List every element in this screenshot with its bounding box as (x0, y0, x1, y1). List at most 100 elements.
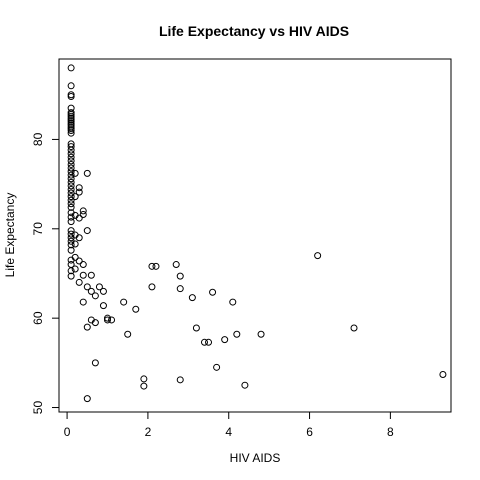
data-point (83, 395, 91, 403)
data-point (67, 241, 75, 249)
data-point (67, 189, 75, 197)
data-point (213, 363, 221, 371)
data-point (205, 338, 213, 346)
data-points (67, 64, 447, 403)
data-point (99, 287, 107, 295)
y-tick-label: 80 (31, 132, 45, 146)
data-point (233, 330, 241, 338)
data-point (83, 227, 91, 235)
data-point (67, 153, 75, 161)
data-point (91, 359, 99, 367)
data-point (67, 175, 75, 183)
data-point (140, 382, 148, 390)
data-point (103, 316, 111, 324)
data-point (75, 234, 83, 242)
data-point (87, 287, 95, 295)
y-axis-label: Life Expectancy (3, 193, 17, 278)
y-tick-label: 70 (31, 222, 45, 236)
data-point (79, 298, 87, 306)
data-point (124, 330, 132, 338)
data-point (140, 375, 148, 383)
data-point (87, 271, 95, 279)
data-point (67, 126, 75, 134)
x-tick-label: 8 (387, 425, 394, 439)
data-point (120, 298, 128, 306)
data-point (257, 330, 265, 338)
data-point (75, 188, 83, 196)
data-point (79, 271, 87, 279)
plot-frame (58, 58, 452, 413)
data-point (439, 370, 447, 378)
x-tick-label: 0 (64, 425, 71, 439)
data-point (67, 196, 75, 204)
data-point (67, 272, 75, 280)
data-point (67, 227, 75, 235)
data-point (108, 316, 116, 324)
x-axis: 0 2 4 6 8 (64, 411, 394, 439)
data-point (71, 265, 79, 273)
data-point (67, 218, 75, 226)
data-point (79, 261, 87, 269)
data-point (67, 93, 75, 101)
data-point (209, 288, 217, 296)
data-point (314, 252, 322, 260)
data-point (75, 278, 83, 286)
data-point (91, 319, 99, 327)
data-point (67, 213, 75, 221)
data-point (99, 302, 107, 310)
data-point (148, 262, 156, 270)
data-point (176, 272, 184, 280)
data-point (91, 292, 99, 300)
data-point (71, 193, 79, 201)
data-point (67, 157, 75, 165)
data-point (71, 169, 79, 177)
data-point (188, 294, 196, 302)
data-point (67, 146, 75, 154)
data-point (67, 178, 75, 186)
data-point (200, 338, 208, 346)
data-point (67, 150, 75, 158)
data-point (75, 214, 83, 222)
data-point (176, 285, 184, 293)
x-tick-label: 4 (225, 425, 232, 439)
data-point (71, 253, 79, 261)
x-tick-label: 6 (306, 425, 313, 439)
x-axis-label: HIV AIDS (230, 451, 281, 465)
data-point (83, 323, 91, 331)
data-point (79, 210, 87, 218)
data-point (176, 376, 184, 384)
data-point (67, 164, 75, 172)
data-point (83, 283, 91, 291)
data-point (148, 283, 156, 291)
y-axis: 50 60 70 80 (31, 132, 60, 415)
x-tick-label: 2 (145, 425, 152, 439)
data-point (79, 207, 87, 215)
data-point (67, 160, 75, 168)
data-point (95, 283, 103, 291)
data-point (67, 193, 75, 201)
data-point (172, 261, 180, 269)
data-point (75, 184, 83, 192)
data-point (67, 267, 75, 275)
data-point (67, 230, 75, 238)
data-point (67, 246, 75, 254)
data-point (83, 169, 91, 177)
data-point (67, 200, 75, 208)
data-point (71, 240, 79, 248)
data-point (67, 171, 75, 179)
data-point (221, 336, 229, 344)
data-point (67, 82, 75, 90)
data-point (75, 257, 83, 265)
data-point (241, 381, 249, 389)
y-tick-label: 50 (31, 401, 45, 415)
data-point (152, 262, 160, 270)
y-tick-label: 60 (31, 311, 45, 325)
data-point (67, 129, 75, 137)
data-point (192, 324, 200, 332)
data-point (350, 324, 358, 332)
data-point (67, 182, 75, 190)
data-point (132, 305, 140, 313)
chart-title: Life Expectancy vs HIV AIDS (159, 23, 349, 39)
data-point (67, 64, 75, 72)
